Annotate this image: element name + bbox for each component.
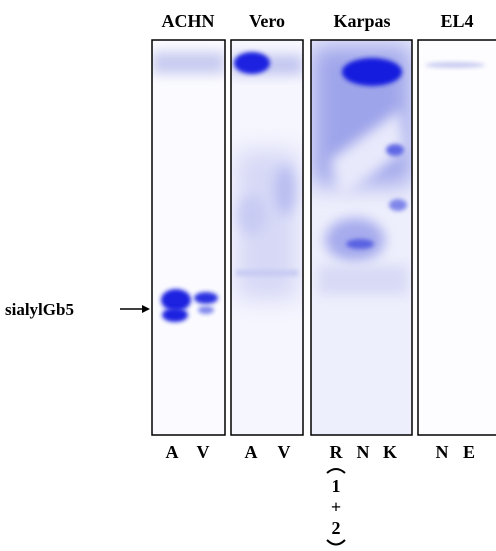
plate-vero	[231, 40, 303, 435]
bracket	[327, 540, 345, 545]
lane-label: E	[463, 442, 475, 462]
plate-karpas	[311, 40, 412, 435]
plate-achn	[152, 40, 225, 435]
band-label: sialylGb5	[5, 300, 74, 319]
arrow-head	[142, 305, 150, 313]
lane-label: R	[330, 442, 344, 462]
tlc-figure: ACHN Vero Karpas EL4 sialylGb5 A V A V R…	[0, 0, 496, 551]
combined-label: 1	[332, 476, 341, 496]
panel-title: ACHN	[162, 11, 215, 31]
lane-label: V	[197, 442, 210, 462]
plate-el4	[418, 40, 496, 435]
lane-label: V	[278, 442, 291, 462]
lane-label: N	[436, 442, 449, 462]
lane-label: A	[166, 442, 179, 462]
bracket	[327, 469, 345, 473]
panel-title: Karpas	[333, 11, 390, 31]
combined-label: 2	[332, 518, 341, 538]
panel-title: Vero	[249, 11, 285, 31]
panel-title: EL4	[440, 11, 473, 31]
lane-label: A	[245, 442, 258, 462]
lane-label: N	[357, 442, 370, 462]
combined-label: +	[331, 497, 341, 517]
lane-label: K	[383, 442, 397, 462]
